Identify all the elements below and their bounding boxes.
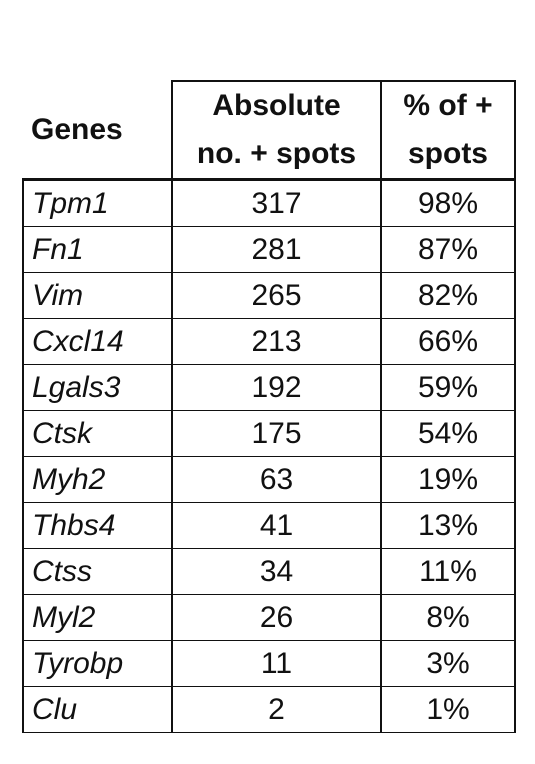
gene-table-container: Genes Absolute no. + spots % of + spots … [22,80,516,733]
header-percent-line-1: % of + [403,89,493,122]
percent-cell: 59% [381,364,516,411]
gene-name-cell: Ctss [22,548,173,595]
header-percent-line-2: spots [407,137,488,170]
percent-cell: 82% [381,272,516,319]
table-row: Ctss 34 11% [22,548,516,595]
gene-name-cell: Clu [22,686,173,733]
percent-cell: 87% [381,226,516,273]
percent-cell: 54% [381,410,516,457]
percent-cell: 11% [381,548,516,595]
absolute-count-cell: 213 [172,318,382,365]
gene-name-cell: Tpm1 [22,178,173,227]
table-row: Myl2 26 8% [22,594,516,641]
table-body: Tpm1 317 98% Fn1 281 87% Vim 265 82% Cxc… [22,178,516,733]
gene-name-cell: Tyrobp [22,640,173,687]
header-absolute-line-2: no. + spots [196,137,357,170]
table-row: Fn1 281 87% [22,226,516,273]
gene-spots-table: Genes Absolute no. + spots % of + spots … [22,80,516,733]
percent-cell: 66% [381,318,516,365]
absolute-count-cell: 63 [172,456,382,503]
absolute-count-cell: 26 [172,594,382,641]
header-genes: Genes [23,81,172,180]
gene-name-cell: Myh2 [22,456,173,503]
table-row: Clu 2 1% [22,686,516,733]
gene-name-cell: Ctsk [22,410,173,457]
header-percent-spots: % of + spots [381,80,516,180]
percent-cell: 8% [381,594,516,641]
table-row: Ctsk 175 54% [22,410,516,457]
table-row: Vim 265 82% [22,272,516,319]
gene-name-cell: Vim [22,272,173,319]
gene-name-cell: Thbs4 [22,502,173,549]
absolute-count-cell: 11 [172,640,382,687]
absolute-count-cell: 281 [172,226,382,273]
absolute-count-cell: 2 [172,686,382,733]
table-row: Thbs4 41 13% [22,502,516,549]
header-genes-label: Genes [31,112,123,146]
gene-name-cell: Lgals3 [22,364,173,411]
header-absolute-spots: Absolute no. + spots [171,80,382,180]
absolute-count-cell: 317 [172,178,382,227]
header-row: Genes Absolute no. + spots % of + spots [23,80,516,180]
table-row: Cxcl14 213 66% [22,318,516,365]
percent-cell: 13% [381,502,516,549]
percent-cell: 98% [381,178,516,227]
percent-cell: 1% [381,686,516,733]
table-row: Tyrobp 11 3% [22,640,516,687]
gene-name-cell: Cxcl14 [22,318,173,365]
percent-cell: 19% [381,456,516,503]
table-row: Tpm1 317 98% [22,178,516,227]
header-absolute-line-1: Absolute [212,89,341,122]
table-row: Lgals3 192 59% [22,364,516,411]
absolute-count-cell: 34 [172,548,382,595]
gene-name-cell: Myl2 [22,594,173,641]
table-row: Myh2 63 19% [22,456,516,503]
absolute-count-cell: 41 [172,502,382,549]
absolute-count-cell: 192 [172,364,382,411]
gene-name-cell: Fn1 [22,226,173,273]
absolute-count-cell: 265 [172,272,382,319]
percent-cell: 3% [381,640,516,687]
absolute-count-cell: 175 [172,410,382,457]
table-header: Genes Absolute no. + spots % of + spots [23,80,516,180]
